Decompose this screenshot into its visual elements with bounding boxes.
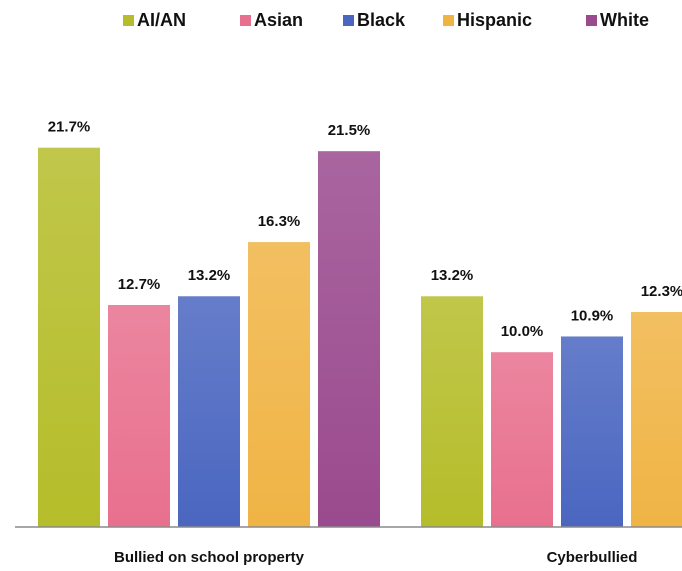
bar xyxy=(178,296,240,527)
data-label: 21.7% xyxy=(48,119,91,136)
data-label: 13.2% xyxy=(188,267,231,284)
bar xyxy=(108,305,170,527)
bar xyxy=(491,352,553,527)
data-label: 10.0% xyxy=(501,323,544,340)
bar xyxy=(631,311,682,527)
legend-label: AI/AN xyxy=(137,10,186,30)
category-label: Bullied on school property xyxy=(114,549,305,566)
bar xyxy=(421,296,483,527)
legend-label: Asian xyxy=(254,10,303,30)
legend-label: Black xyxy=(357,10,406,30)
data-label: 21.5% xyxy=(328,122,371,139)
legend-swatch xyxy=(586,15,597,26)
legend-swatch xyxy=(123,15,134,26)
data-label: 13.2% xyxy=(431,267,474,284)
legend-swatch xyxy=(443,15,454,26)
data-label: 12.7% xyxy=(118,276,161,293)
category-label: Cyberbullied xyxy=(547,549,638,566)
legend-swatch xyxy=(343,15,354,26)
legend-swatch xyxy=(240,15,251,26)
bar xyxy=(248,242,310,528)
data-label: 16.3% xyxy=(258,213,301,230)
legend-label: White xyxy=(600,10,649,30)
data-label: 12.3% xyxy=(641,283,682,300)
data-label: 10.9% xyxy=(571,307,614,324)
bar xyxy=(38,147,100,527)
bar xyxy=(318,151,380,527)
bar xyxy=(561,336,623,527)
legend-label: Hispanic xyxy=(457,10,532,30)
